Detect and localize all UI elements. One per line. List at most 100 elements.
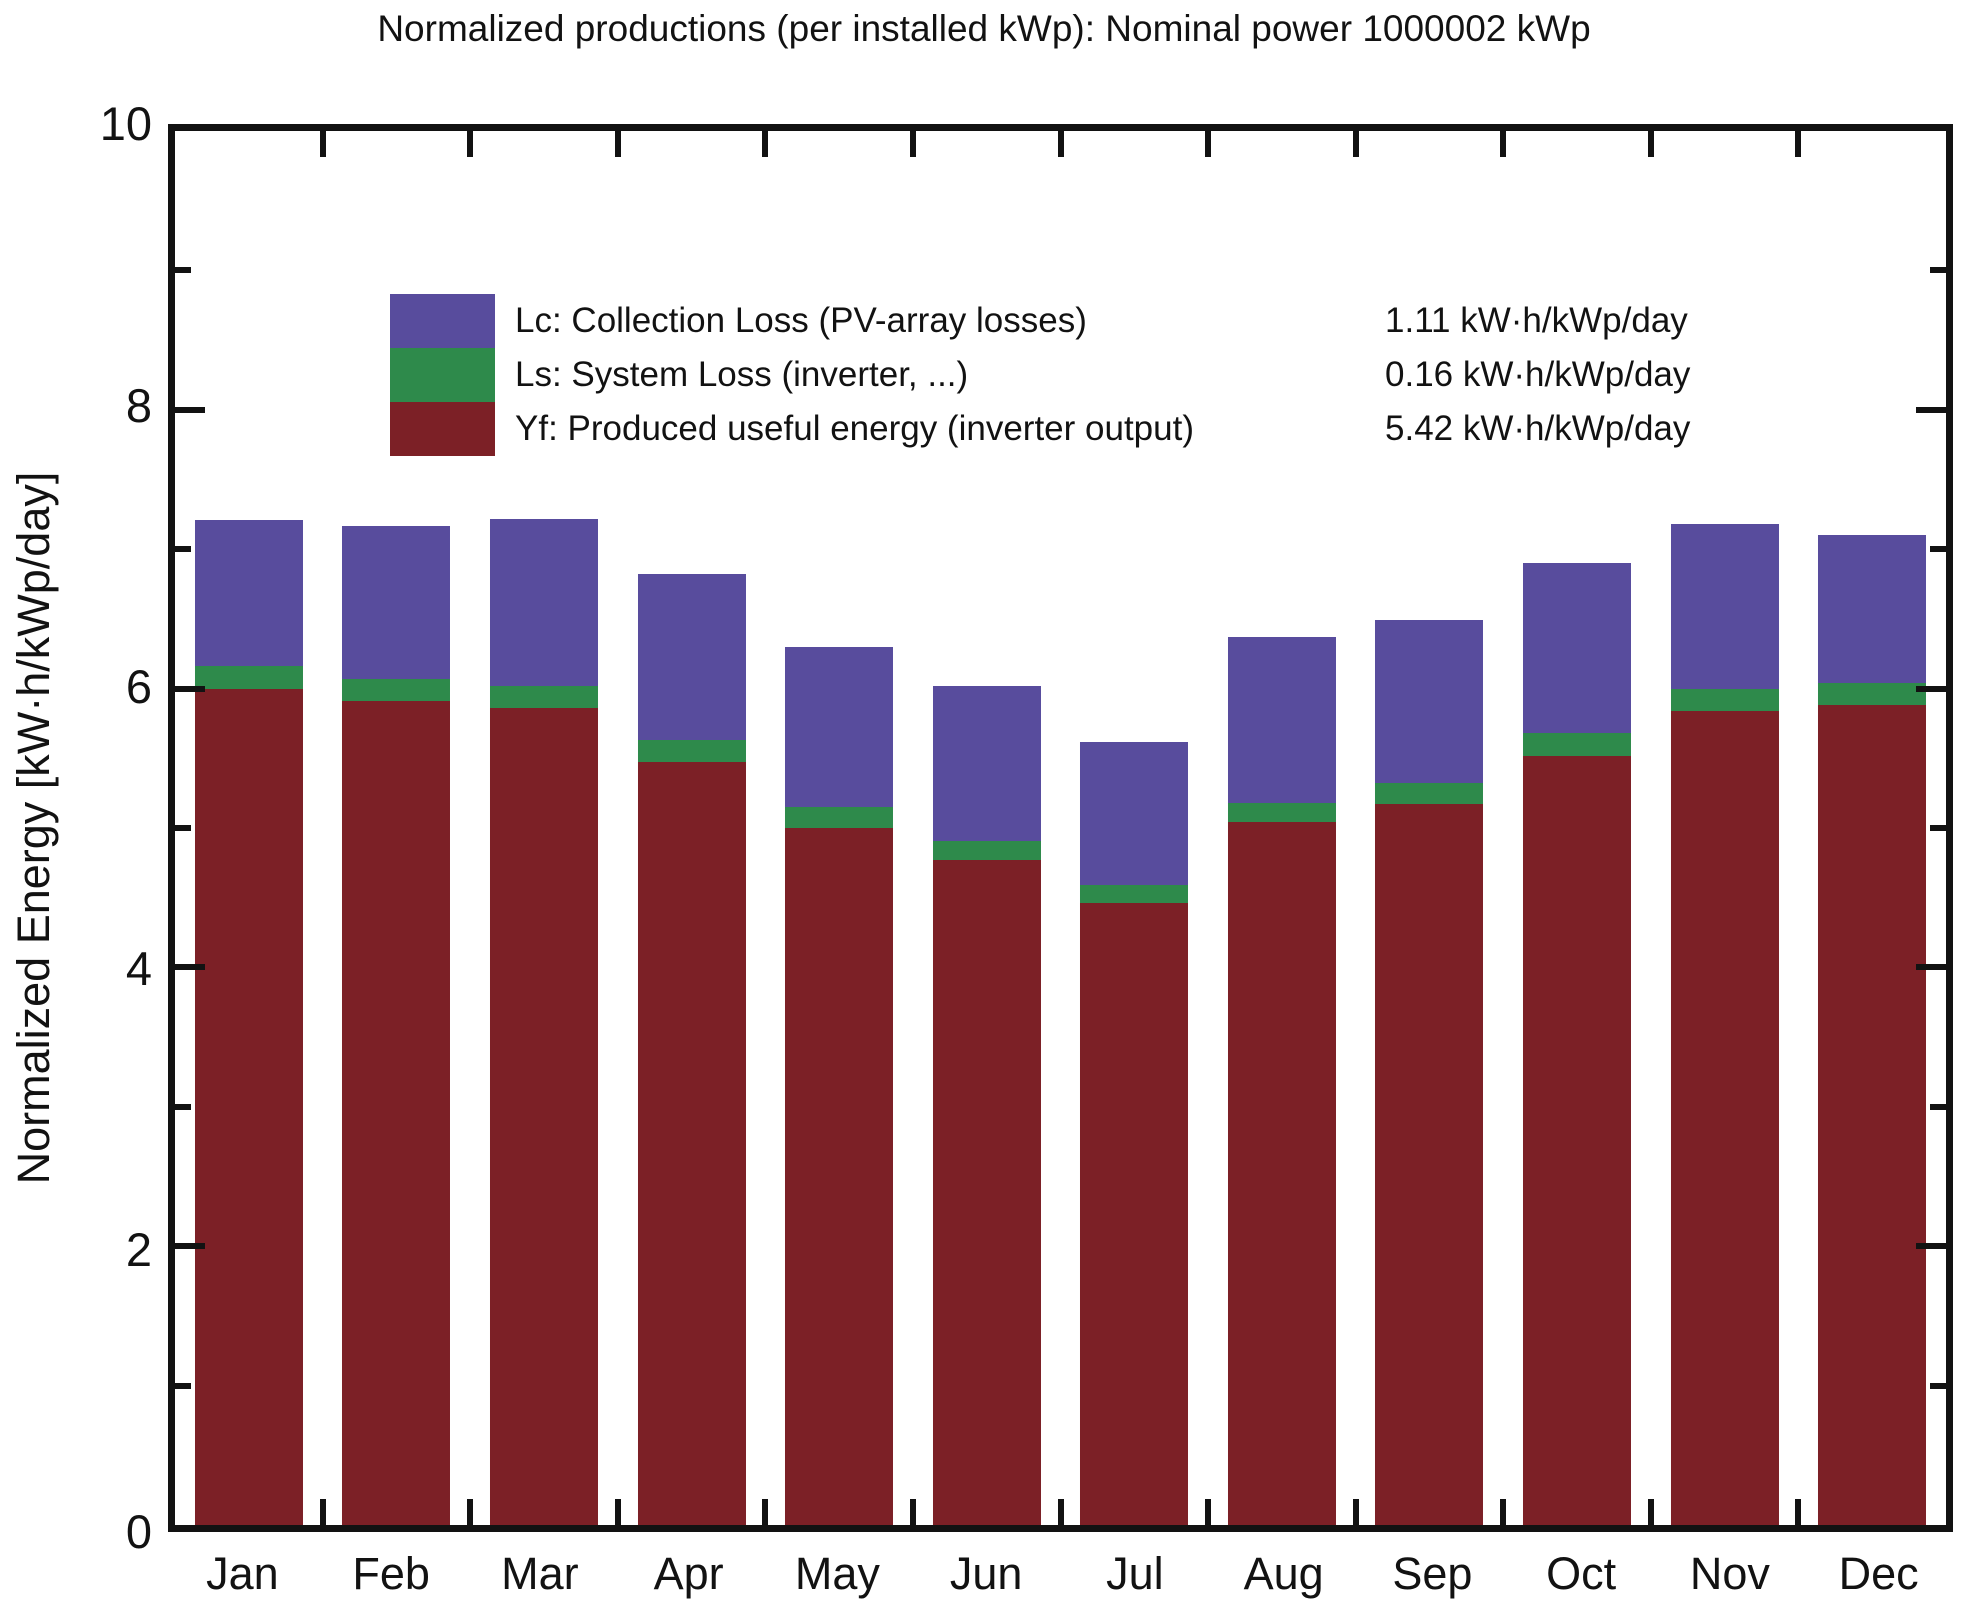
bar-segment-yf-dec — [1818, 705, 1927, 1525]
x-tick-bottom-10 — [1647, 1499, 1654, 1525]
y-tick-label-6: 6 — [125, 660, 152, 714]
legend-label-yf: Yf: Produced useful energy (inverter out… — [515, 409, 1194, 448]
x-tick-top-4 — [762, 131, 769, 157]
bar-jan — [194, 519, 303, 1525]
bar-segment-lc-dec — [1818, 535, 1927, 684]
y-tick-left-3 — [175, 1103, 191, 1110]
bar-segment-ls-sep — [1375, 783, 1484, 805]
y-tick-right-7 — [1930, 546, 1946, 553]
y-tick-left-7 — [175, 546, 191, 553]
bar-segment-yf-jan — [194, 688, 303, 1525]
x-tick-bottom-3 — [614, 1499, 621, 1525]
bar-sep — [1375, 620, 1484, 1525]
x-tick-top-5 — [909, 131, 916, 157]
bar-segment-lc-sep — [1375, 620, 1484, 784]
y-tick-left-8 — [175, 406, 205, 413]
y-tick-right-8 — [1916, 406, 1946, 413]
x-tick-bottom-4 — [762, 1499, 769, 1525]
x-tick-label-sep: Sep — [1392, 1548, 1473, 1599]
bar-segment-ls-nov — [1670, 688, 1779, 711]
bar-segment-yf-feb — [342, 701, 451, 1525]
y-tick-right-9 — [1930, 267, 1946, 274]
bar-segment-yf-jun — [932, 860, 1041, 1525]
x-tick-top-9 — [1500, 131, 1507, 157]
x-tick-label-apr: Apr — [653, 1548, 724, 1599]
legend-label-lc: Lc: Collection Loss (PV-array losses) — [515, 301, 1087, 340]
legend-labels: Lc: Collection Loss (PV-array losses) Ls… — [515, 294, 1194, 456]
y-tick-left-4 — [175, 964, 205, 971]
bar-segment-lc-oct — [1523, 563, 1632, 734]
bar-segment-lc-mar — [489, 518, 598, 686]
bar-segment-yf-mar — [489, 708, 598, 1525]
x-tick-bottom-1 — [319, 1499, 326, 1525]
x-tick-top-8 — [1352, 131, 1359, 157]
x-tick-top-10 — [1647, 131, 1654, 157]
legend-swatch-ls — [390, 348, 495, 402]
y-tick-right-6 — [1916, 685, 1946, 692]
x-tick-bottom-2 — [467, 1499, 474, 1525]
y-tick-right-1 — [1930, 1382, 1946, 1389]
bar-segment-ls-aug — [1227, 802, 1336, 823]
y-tick-label-4: 4 — [125, 941, 152, 995]
x-tick-label-mar: Mar — [501, 1548, 579, 1599]
x-tick-bottom-8 — [1352, 1499, 1359, 1525]
y-tick-label-8: 8 — [125, 378, 152, 432]
y-tick-left-2 — [175, 1243, 205, 1250]
y-tick-left-5 — [175, 825, 191, 831]
x-tick-bottom-7 — [1205, 1499, 1212, 1525]
bar-jul — [1080, 741, 1189, 1525]
bar-segment-ls-jun — [932, 840, 1041, 861]
x-tick-label-jul: Jul — [1106, 1548, 1164, 1599]
bar-segment-yf-may — [785, 828, 894, 1525]
x-tick-label-nov: Nov — [1689, 1548, 1770, 1599]
legend-values: 1.11 kW·h/kWp/day 0.16 kW·h/kWp/day 5.42… — [1385, 294, 1690, 456]
bar-nov — [1670, 524, 1779, 1525]
bar-feb — [342, 525, 451, 1525]
y-tick-label-10: 10 — [99, 97, 152, 150]
legend-swatch-lc — [390, 294, 495, 348]
y-tick-right-2 — [1916, 1243, 1946, 1250]
legend-label-ls: Ls: System Loss (inverter, ...) — [515, 355, 969, 394]
bar-segment-ls-oct — [1523, 733, 1632, 756]
bar-segment-ls-mar — [489, 685, 598, 709]
x-tick-bottom-5 — [909, 1499, 916, 1525]
legend-value-lc: 1.11 kW·h/kWp/day — [1385, 301, 1688, 340]
x-tick-label-may: May — [794, 1548, 880, 1599]
legend-value-yf: 5.42 kW·h/kWp/day — [1385, 409, 1691, 448]
bar-segment-yf-oct — [1523, 755, 1632, 1525]
x-tick-label-jun: Jun — [949, 1548, 1023, 1599]
y-tick-left-1 — [175, 1382, 191, 1389]
bar-jun — [932, 685, 1041, 1525]
x-tick-bottom-11 — [1795, 1499, 1802, 1525]
bar-segment-ls-dec — [1818, 683, 1927, 706]
x-tick-label-jan: Jan — [206, 1548, 279, 1599]
bar-may — [785, 646, 894, 1525]
x-tick-bottom-6 — [1057, 1499, 1064, 1525]
legend-swatch-yf — [390, 402, 495, 456]
bar-segment-yf-aug — [1227, 822, 1336, 1525]
x-tick-label-aug: Aug — [1243, 1548, 1324, 1599]
legend-value-ls: 0.16 kW·h/kWp/day — [1385, 355, 1691, 394]
plot-area: Lc: Collection Loss (PV-array losses) Ls… — [168, 124, 1953, 1532]
bar-segment-yf-jul — [1080, 903, 1189, 1525]
bar-segment-lc-may — [785, 646, 894, 808]
bar-segment-ls-jan — [194, 666, 303, 689]
bar-segment-ls-feb — [342, 678, 451, 702]
bar-apr — [637, 574, 746, 1525]
x-tick-top-3 — [614, 131, 621, 157]
bar-segment-lc-feb — [342, 525, 451, 679]
y-tick-right-5 — [1930, 825, 1946, 831]
bar-segment-lc-aug — [1227, 637, 1336, 803]
chart-title: Normalized productions (per installed kW… — [377, 8, 1591, 49]
x-tick-label-oct: Oct — [1546, 1548, 1617, 1599]
x-tick-top-2 — [467, 131, 474, 157]
bar-segment-lc-apr — [637, 574, 746, 741]
bar-segment-ls-jul — [1080, 885, 1189, 904]
x-tick-label-dec: Dec — [1838, 1548, 1919, 1599]
x-tick-top-11 — [1795, 131, 1802, 157]
y-tick-right-4 — [1916, 964, 1946, 971]
bar-segment-lc-jul — [1080, 741, 1189, 886]
bar-segment-ls-may — [785, 807, 894, 828]
bar-segment-ls-apr — [637, 740, 746, 763]
